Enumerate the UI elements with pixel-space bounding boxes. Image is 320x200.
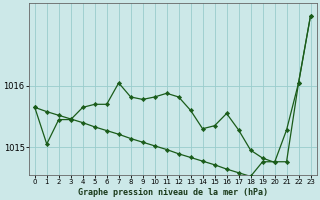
X-axis label: Graphe pression niveau de la mer (hPa): Graphe pression niveau de la mer (hPa) [78,188,268,197]
